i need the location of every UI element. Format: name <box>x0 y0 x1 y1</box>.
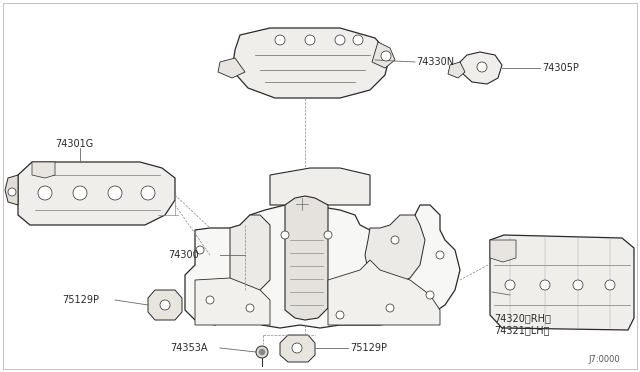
Polygon shape <box>270 168 370 205</box>
Circle shape <box>335 35 345 45</box>
Polygon shape <box>230 215 270 295</box>
Circle shape <box>391 236 399 244</box>
Circle shape <box>540 280 550 290</box>
Polygon shape <box>32 162 55 178</box>
Circle shape <box>108 186 122 200</box>
Text: 74300: 74300 <box>168 250 199 260</box>
Polygon shape <box>372 42 395 68</box>
Circle shape <box>324 231 332 239</box>
Circle shape <box>605 280 615 290</box>
Circle shape <box>477 62 487 72</box>
Polygon shape <box>218 58 245 78</box>
Circle shape <box>246 304 254 312</box>
Circle shape <box>353 35 363 45</box>
Polygon shape <box>365 215 425 285</box>
Circle shape <box>281 231 289 239</box>
Circle shape <box>336 311 344 319</box>
Polygon shape <box>490 240 516 262</box>
Circle shape <box>426 291 434 299</box>
Circle shape <box>256 346 268 358</box>
Polygon shape <box>448 62 465 78</box>
Circle shape <box>381 51 391 61</box>
Polygon shape <box>195 278 270 325</box>
Circle shape <box>8 188 16 196</box>
Text: 75129P: 75129P <box>350 343 387 353</box>
Text: 75129P: 75129P <box>62 295 99 305</box>
Polygon shape <box>232 28 390 98</box>
Polygon shape <box>185 205 460 328</box>
Circle shape <box>292 343 302 353</box>
Circle shape <box>196 246 204 254</box>
Text: J7:0000: J7:0000 <box>588 356 620 365</box>
Text: 74305P: 74305P <box>542 63 579 73</box>
Polygon shape <box>490 235 634 330</box>
Polygon shape <box>328 260 440 325</box>
Circle shape <box>160 300 170 310</box>
Circle shape <box>275 35 285 45</box>
Polygon shape <box>285 196 328 320</box>
Text: 74353A: 74353A <box>170 343 207 353</box>
Circle shape <box>259 349 265 355</box>
Circle shape <box>38 186 52 200</box>
Circle shape <box>573 280 583 290</box>
Circle shape <box>305 35 315 45</box>
Text: 74301G: 74301G <box>55 139 93 149</box>
Text: 74320〈RH〉: 74320〈RH〉 <box>494 313 551 323</box>
Circle shape <box>206 296 214 304</box>
Circle shape <box>141 186 155 200</box>
Polygon shape <box>5 175 18 205</box>
Circle shape <box>505 280 515 290</box>
Text: 74330N: 74330N <box>416 57 454 67</box>
Polygon shape <box>18 162 175 225</box>
Circle shape <box>386 304 394 312</box>
Polygon shape <box>460 52 502 84</box>
Polygon shape <box>148 290 182 320</box>
Text: 74321〈LH〉: 74321〈LH〉 <box>494 325 550 335</box>
Circle shape <box>73 186 87 200</box>
Circle shape <box>436 251 444 259</box>
Polygon shape <box>280 335 315 362</box>
